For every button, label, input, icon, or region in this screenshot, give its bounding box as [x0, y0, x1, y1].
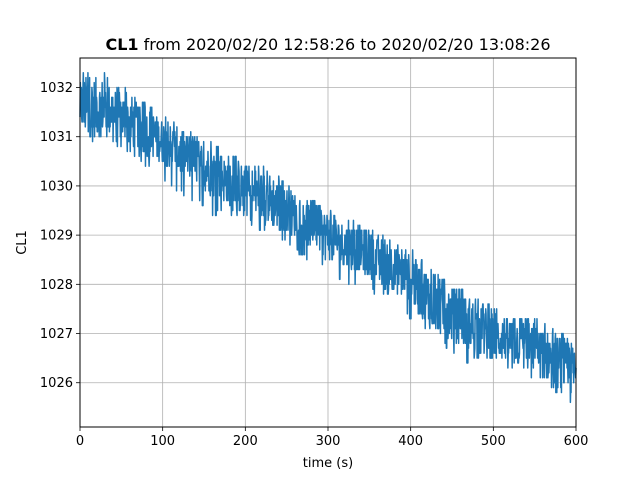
y-tick-label: 1027 [40, 327, 73, 342]
x-tick-label: 100 [150, 434, 175, 449]
plot-line-group [79, 72, 577, 404]
y-tick-label: 1026 [40, 376, 73, 391]
y-tick-label: 1029 [40, 229, 73, 244]
chart-title-rest: from 2020/02/20 12:58:26 to 2020/02/20 1… [139, 35, 551, 54]
x-axis-ticks: 0 100 200 300 400 500 600 [76, 427, 589, 449]
x-tick-label: 200 [233, 434, 258, 449]
x-tick-label: 400 [398, 434, 423, 449]
chart-title: CL1 from 2020/02/20 12:58:26 to 2020/02/… [105, 35, 550, 54]
y-axis-label: CL1 [15, 230, 30, 255]
x-tick-label: 500 [481, 434, 506, 449]
x-axis-label: time (s) [303, 456, 353, 471]
y-tick-label: 1028 [40, 278, 73, 293]
x-tick-label: 300 [316, 434, 341, 449]
x-tick-label: 0 [76, 434, 84, 449]
series-line [79, 72, 577, 404]
y-tick-label: 1031 [40, 130, 73, 145]
y-tick-label: 1030 [40, 179, 73, 194]
chart-title-bold: CL1 [105, 35, 138, 54]
x-tick-label: 600 [564, 434, 589, 449]
y-tick-label: 1032 [40, 81, 73, 96]
y-axis-ticks: 1026 1027 1028 1029 1030 1031 1032 [40, 81, 80, 391]
